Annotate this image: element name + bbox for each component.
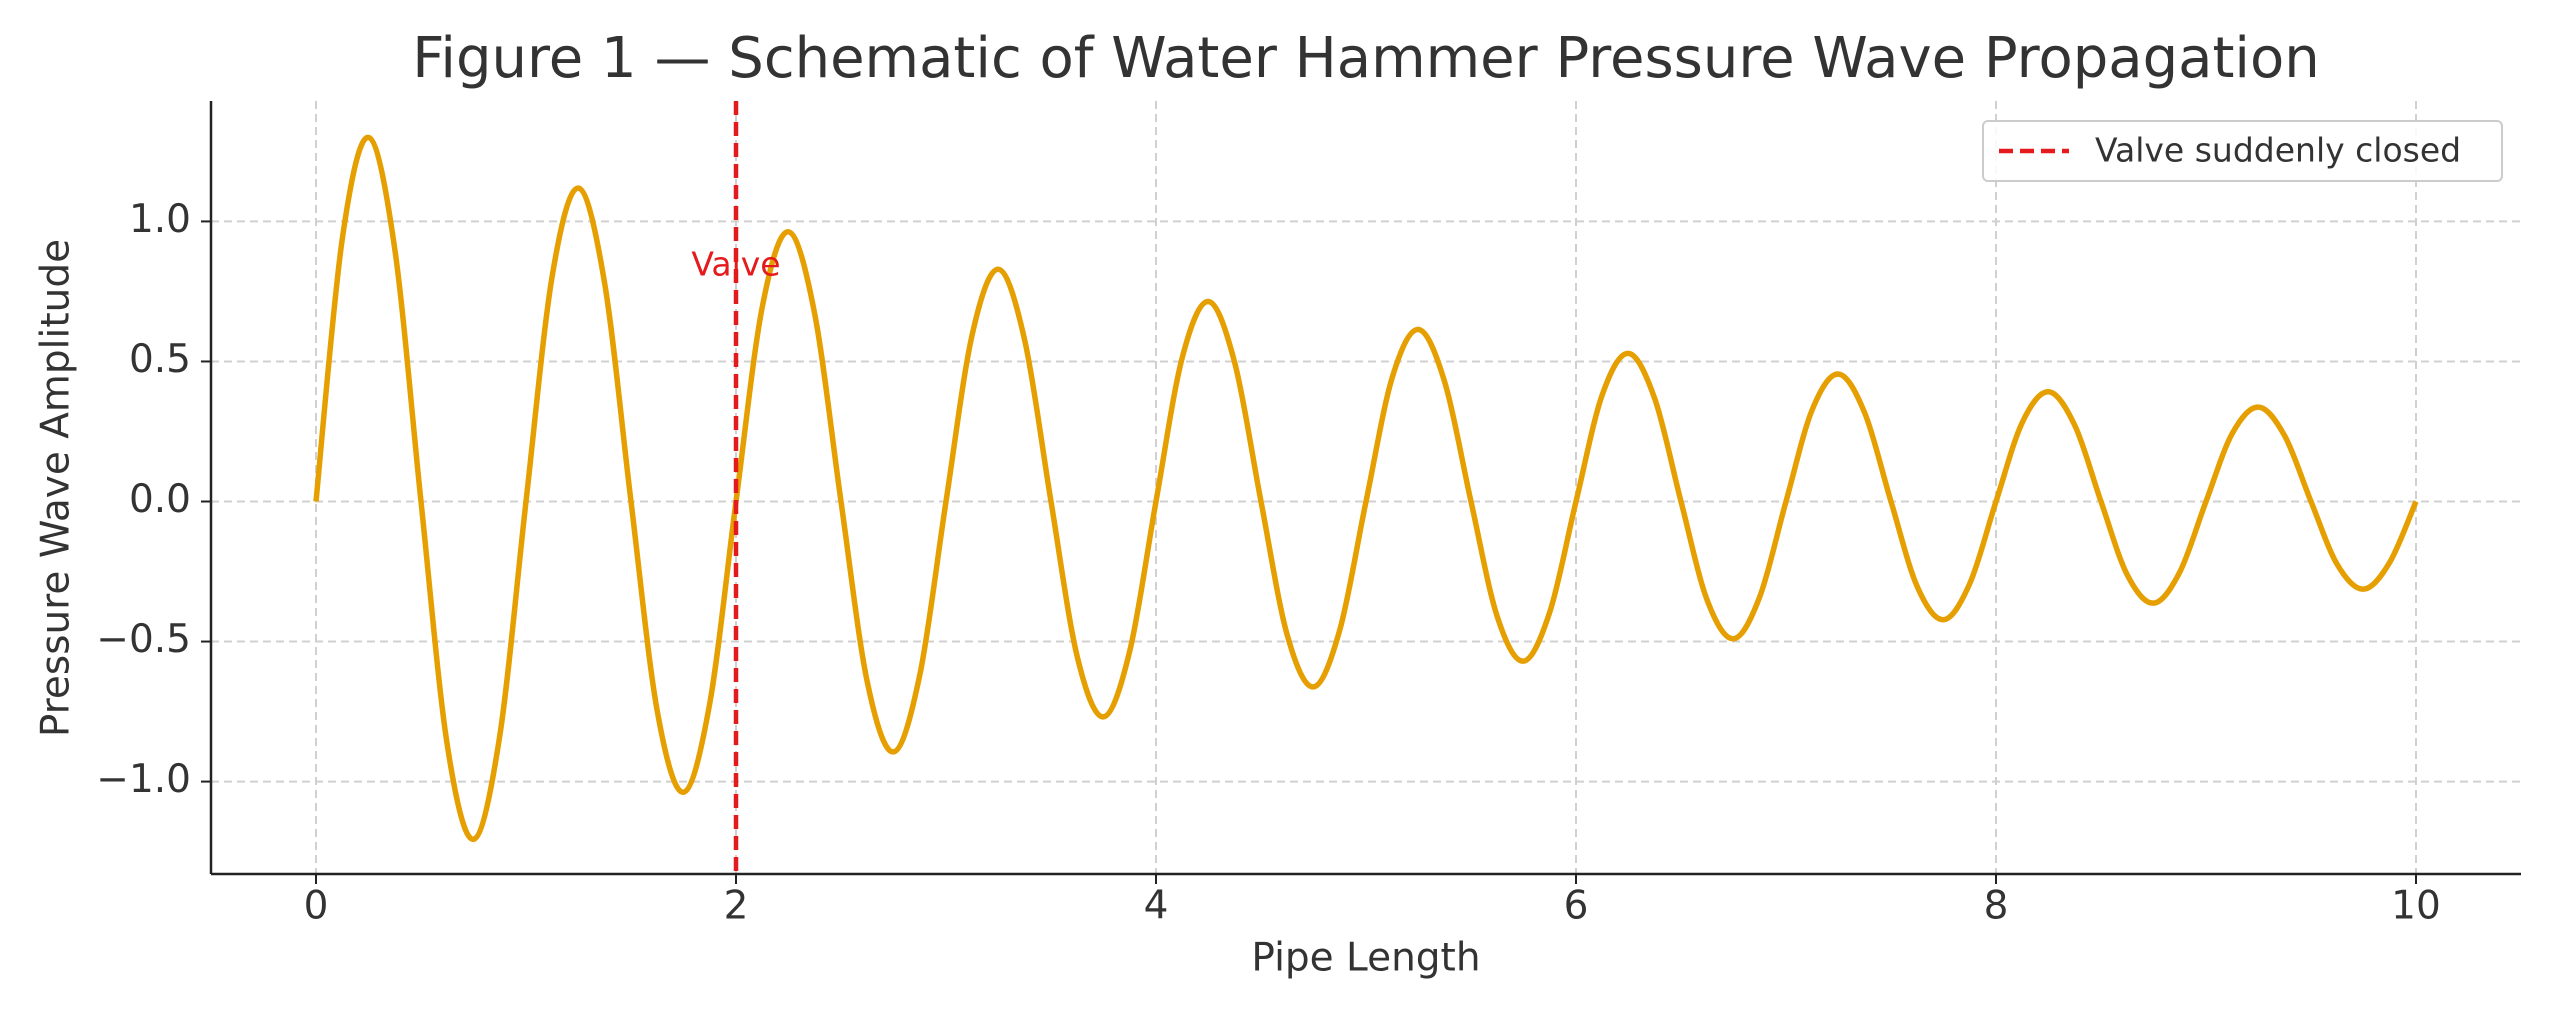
x-axis-label: Pipe Length [1251,936,1480,981]
y-tick-label: 0.0 [129,477,191,522]
x-tick-label: 8 [1984,884,2009,929]
legend: Valve suddenly closed [1982,120,2503,182]
y-tick-label: −1.0 [96,757,191,802]
y-axis-label: Pressure Wave Amplitude [34,239,79,737]
x-tick-label: 10 [2391,884,2441,929]
chart-title: Figure 1 — Schematic of Water Hammer Pre… [412,26,2319,91]
valve-annotation: Valve [691,245,780,284]
y-tick-label: 1.0 [129,197,191,242]
legend-box [1982,120,2503,182]
x-tick-label: 6 [1564,884,1589,929]
x-tick-label: 2 [724,884,749,929]
y-tick-label: −0.5 [96,617,191,662]
x-tick-label: 4 [1144,884,1169,929]
x-tick-label: 0 [304,884,329,929]
legend-label: Valve suddenly closed [2095,131,2461,170]
wave-line [313,134,2419,843]
y-tick-label: 0.5 [129,337,191,382]
